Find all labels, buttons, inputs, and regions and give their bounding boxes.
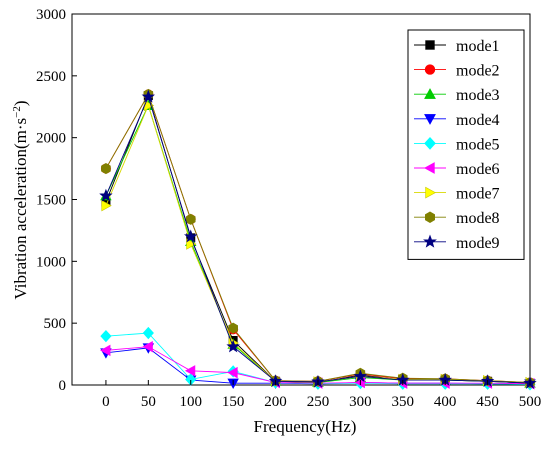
x-tick-label: 500: [519, 394, 542, 410]
legend-marker: [425, 211, 435, 223]
legend: mode1 mode2 mode3 mode4 mode5 mode6 mode7 mode8…: [407, 29, 525, 260]
x-tick-label: 150: [222, 394, 245, 410]
x-tick-label: 200: [264, 394, 287, 410]
legend-label: mode5: [456, 136, 500, 153]
legend-marker: [423, 162, 435, 174]
x-tick-label: 400: [434, 394, 457, 410]
legend-item-mode9: mode9: [414, 234, 500, 252]
data-point-mode9: [353, 369, 368, 383]
data-point-mode9: [141, 89, 156, 103]
legend-marker: [424, 114, 436, 125]
y-tick-label: 2500: [36, 69, 66, 85]
legend-item-mode5: mode5: [414, 136, 500, 153]
legend-marker: [425, 40, 435, 50]
y-axis-title: Vibration acceleration(m·s−2): [11, 100, 30, 299]
x-axis: 0 50 100 150 200 250 300 350 400 450 500: [102, 380, 541, 410]
y-tick-label: 500: [44, 316, 67, 332]
data-point-mode7: [186, 238, 197, 250]
legend-label: mode7: [456, 186, 500, 203]
legend-marker: [424, 137, 436, 150]
data-point-mode6: [142, 340, 153, 353]
legend-marker: [424, 88, 436, 99]
x-tick-label: 50: [141, 394, 156, 410]
data-point-mode6: [100, 344, 111, 357]
data-point-mode5: [185, 373, 197, 386]
data-point-mode6: [184, 365, 196, 377]
data-point-mode5: [100, 330, 112, 343]
x-axis-title: Frequency(Hz): [254, 417, 357, 436]
legend-item-mode3: mode3: [414, 87, 500, 104]
data-point-mode5: [142, 326, 154, 340]
y-tick-label: 3000: [36, 7, 66, 23]
data-point-mode7: [143, 99, 155, 112]
legend-marker: [425, 186, 437, 199]
plot-area: [71, 13, 537, 391]
legend-label: mode2: [456, 63, 500, 80]
y-tick-label: 0: [59, 378, 67, 394]
data-point-mode6: [227, 366, 238, 379]
x-tick-label: 450: [476, 394, 499, 410]
x-tick-label: 350: [392, 394, 415, 410]
legend-item-mode8: mode8: [414, 210, 500, 227]
y-tick-label: 1500: [36, 193, 66, 209]
legend-label: mode9: [456, 235, 500, 252]
data-point-mode8: [228, 322, 238, 334]
legend-marker: [424, 64, 436, 75]
y-axis-title-main: Vibration acceleration(m·s: [11, 118, 30, 300]
legend-item-mode2: mode2: [414, 63, 500, 80]
x-tick-label: 100: [179, 394, 202, 410]
legend-marker: [423, 234, 437, 248]
y-tick-label: 1000: [36, 254, 66, 270]
legend-label: mode6: [456, 161, 500, 178]
legend-label: mode1: [456, 38, 500, 55]
data-point-mode9: [184, 229, 198, 243]
data-point-mode7: [101, 199, 112, 212]
legend-item-mode6: mode6: [414, 161, 500, 178]
x-tick-label: 250: [307, 394, 330, 410]
data-point-mode9: [99, 188, 113, 202]
data-point-mode8: [101, 163, 111, 175]
legend-label: mode3: [456, 87, 500, 104]
legend-label: mode8: [456, 210, 500, 227]
y-tick-label: 2000: [36, 131, 66, 147]
y-axis: 0 500 1000 1500 2000 2500 3000: [36, 7, 77, 394]
legend-item-mode7: mode7: [414, 186, 500, 203]
x-tick-label: 0: [102, 394, 110, 410]
legend-item-mode1: mode1: [414, 38, 500, 55]
x-tick-label: 300: [349, 394, 372, 410]
legend-item-mode4: mode4: [414, 112, 500, 129]
y-axis-title-superscript: −2: [11, 106, 23, 118]
legend-label: mode4: [456, 112, 500, 129]
y-axis-title-close: ): [11, 100, 30, 106]
data-point-mode9: [226, 339, 240, 353]
data-point-mode8: [185, 213, 196, 225]
